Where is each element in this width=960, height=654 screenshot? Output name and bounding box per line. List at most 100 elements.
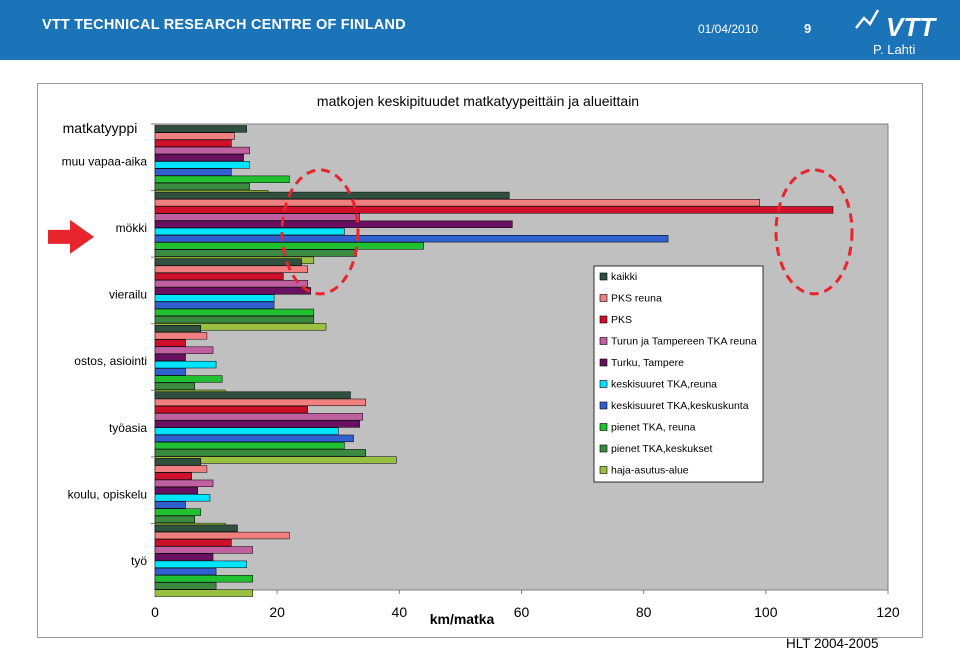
bar-2-2 — [154, 272, 284, 281]
bar-5-4 — [154, 486, 199, 495]
legend-box — [593, 265, 764, 483]
bar-0-8 — [154, 182, 250, 191]
bar-3-8 — [154, 382, 195, 390]
bar-5-1 — [154, 465, 208, 473]
slide-date: 01/04/2010 — [698, 22, 759, 36]
bar-4-8 — [154, 449, 366, 457]
bar-5-7 — [154, 508, 202, 516]
bar-1-3 — [154, 213, 360, 221]
legend-swatch — [599, 401, 608, 410]
bar-2-5 — [154, 294, 275, 302]
highlight-circle — [280, 168, 360, 296]
annotations — [48, 168, 854, 296]
bar-4-5 — [154, 427, 339, 435]
bar-0-3 — [154, 146, 250, 155]
category-label: työ — [131, 554, 147, 568]
bar-5-8 — [154, 515, 195, 524]
legend-label: pienet TKA, reuna — [611, 422, 696, 434]
x-axis-ticks: 0 20 40 60 80 100 120 — [151, 590, 900, 620]
bar-1-0 — [154, 191, 510, 200]
bar-2-0 — [154, 258, 302, 266]
bar-1-5 — [154, 227, 345, 236]
bars-group — [154, 125, 834, 597]
x-tick-label: 100 — [754, 604, 778, 620]
header-bar: VTT TECHNICAL RESEARCH CENTRE OF FINLAND… — [0, 0, 960, 60]
category-label: mökki — [116, 221, 147, 235]
bar-5-6 — [154, 501, 186, 509]
bar-3-6 — [154, 368, 186, 376]
highlight-arrow — [48, 219, 94, 254]
legend-label: PKS reuna — [611, 293, 662, 305]
bar-2-1 — [154, 265, 308, 273]
bar-6-5 — [154, 560, 247, 568]
category-label: vierailu — [109, 288, 147, 302]
x-tick-label: 40 — [392, 604, 408, 620]
legend-swatch — [599, 380, 608, 388]
page-number: 9 — [804, 21, 812, 36]
x-axis-title: km/matka — [430, 611, 495, 627]
bar-6-3 — [154, 546, 253, 554]
legend-label: keskisuuret TKA,reuna — [611, 379, 717, 391]
bar-0-4 — [154, 154, 244, 162]
bar-2-8 — [154, 315, 315, 324]
legend-label: Turun ja Tampereen TKA reuna — [611, 336, 757, 348]
bar-0-1 — [154, 132, 235, 140]
category-axis-title: matkatyyppi — [63, 120, 138, 136]
bar-0-7 — [154, 175, 290, 183]
bar-6-2 — [154, 539, 232, 547]
bar-5-5 — [154, 494, 211, 502]
organization-name: VTT TECHNICAL RESEARCH CENTRE OF FINLAND — [42, 17, 406, 33]
bar-0-5 — [154, 161, 250, 169]
bar-4-7 — [154, 441, 345, 450]
bar-1-8 — [154, 249, 357, 257]
bar-0-0 — [154, 125, 247, 133]
bar-3-0 — [154, 324, 202, 333]
bar-4-3 — [154, 413, 363, 421]
bar-4-2 — [154, 405, 308, 414]
legend-swatch — [599, 466, 608, 474]
bar-6-7 — [154, 575, 253, 583]
svg-text:VTT: VTT — [886, 12, 937, 42]
bar-6-9 — [154, 589, 253, 597]
bar-3-2 — [154, 339, 186, 347]
bar-2-7 — [154, 308, 315, 317]
legend-swatch — [599, 315, 608, 324]
bar-6-4 — [154, 553, 214, 561]
bar-5-2 — [154, 472, 192, 480]
bar-4-0 — [154, 391, 351, 399]
bar-3-7 — [154, 375, 223, 383]
legend-label: haja-asutus-alue — [611, 465, 689, 477]
bar-1-6 — [154, 235, 669, 243]
bar-6-0 — [154, 524, 238, 532]
bar-3-5 — [154, 360, 217, 369]
legend-label: PKS — [611, 314, 632, 326]
bar-6-6 — [154, 567, 217, 576]
bar-4-1 — [154, 398, 366, 407]
bar-4-6 — [154, 434, 354, 443]
legend-swatch — [599, 423, 608, 431]
legend-label: kaikki — [611, 271, 637, 283]
bar-2-3 — [154, 279, 308, 288]
bar-5-0 — [154, 458, 202, 466]
x-tick-label: 120 — [876, 604, 900, 620]
source-footer: HLT 2004-2005 — [786, 636, 879, 651]
legend-label: keskisuuret TKA,keskuskunta — [611, 400, 749, 412]
bar-6-1 — [154, 531, 290, 540]
bar-1-1 — [154, 199, 760, 207]
bar-2-4 — [154, 287, 312, 295]
legend-swatch — [599, 337, 608, 345]
bar-2-6 — [154, 301, 275, 309]
chart-title: matkojen keskipituudet matkatyypeittäin … — [317, 93, 639, 109]
author-name: P. Lahti — [873, 42, 916, 57]
bar-6-8 — [154, 582, 217, 590]
bar-5-3 — [154, 479, 214, 488]
bar-0-2 — [154, 139, 232, 147]
bar-3-4 — [154, 353, 186, 362]
x-tick-label: 20 — [269, 604, 285, 620]
bar-1-7 — [154, 242, 425, 250]
category-label: työasia — [109, 421, 147, 435]
legend-label: Turku, Tampere — [611, 357, 684, 369]
bar-3-3 — [154, 346, 214, 354]
x-tick-label: 0 — [151, 604, 159, 620]
